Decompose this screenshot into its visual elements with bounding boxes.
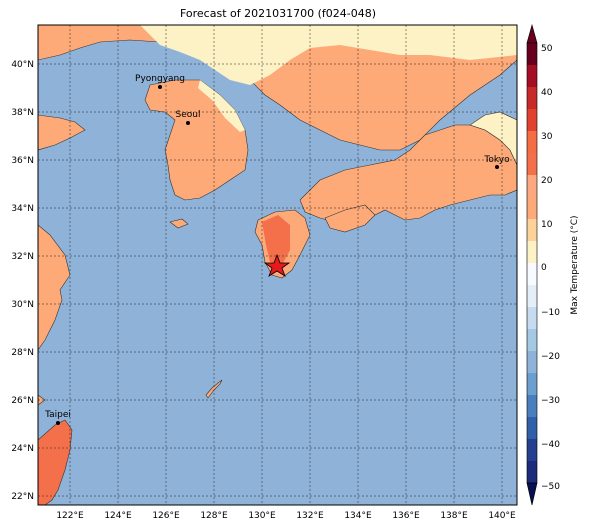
colorbar-border bbox=[526, 42, 538, 484]
lon-tick-labels: 122°E 124°E 126°E 128°E 130°E 132°E 134°… bbox=[56, 511, 516, 521]
colorbar-tick: −10 bbox=[541, 308, 560, 318]
map-area[interactable]: Pyongyang Seoul Tokyo Taipei bbox=[38, 25, 517, 505]
colorbar-tick: 50 bbox=[541, 44, 553, 54]
colorbar-bin bbox=[527, 417, 537, 439]
lat-tick: 22°N bbox=[11, 492, 34, 502]
lat-tick: 34°N bbox=[11, 204, 34, 214]
colorbar-bin bbox=[527, 87, 537, 109]
lon-tick: 138°E bbox=[440, 511, 468, 521]
colorbar-tick: −30 bbox=[541, 396, 560, 406]
city-label-pyongyang: Pyongyang bbox=[135, 74, 185, 84]
lat-tick-labels: 40°N 38°N 36°N 34°N 32°N 30°N 28°N 26°N … bbox=[11, 60, 34, 502]
lat-tick: 32°N bbox=[11, 252, 34, 262]
city-dot-taipei bbox=[56, 421, 60, 425]
colorbar-bin bbox=[527, 131, 537, 153]
colorbar-bin bbox=[527, 395, 537, 417]
gridlines bbox=[38, 25, 517, 505]
colorbar-bin bbox=[527, 351, 537, 373]
colorbar-bin bbox=[527, 65, 537, 87]
colorbar-tick: 10 bbox=[541, 220, 553, 230]
lat-tick: 30°N bbox=[11, 300, 34, 310]
lat-tick: 24°N bbox=[11, 444, 34, 454]
lat-tick: 38°N bbox=[11, 108, 34, 118]
city-label-tokyo: Tokyo bbox=[483, 155, 510, 165]
colorbar-tick: −20 bbox=[541, 352, 560, 362]
colorbar-bin bbox=[527, 285, 537, 307]
city-dot-tokyo bbox=[495, 165, 499, 169]
colorbar-tick: 30 bbox=[541, 132, 553, 142]
land-mainland-north bbox=[38, 25, 517, 151]
colorbar-bin bbox=[527, 153, 537, 175]
land-jeju bbox=[169, 218, 189, 229]
city-label-taipei: Taipei bbox=[44, 410, 71, 420]
colorbar-bin bbox=[527, 175, 537, 197]
colorbar-extend-bottom bbox=[526, 482, 538, 506]
land-shandong bbox=[38, 114, 86, 151]
lon-tick: 124°E bbox=[104, 511, 132, 521]
land-china-south bbox=[38, 394, 46, 406]
colorbar-bin bbox=[527, 307, 537, 329]
land-taiwan bbox=[38, 419, 73, 505]
lon-tick: 130°E bbox=[248, 511, 276, 521]
colorbar-ticks: 50 40 30 20 10 0 −10 −20 −30 −40 −50 bbox=[541, 44, 560, 492]
colorbar-tick: 0 bbox=[541, 263, 547, 273]
land-honshu-north-cool bbox=[469, 111, 517, 166]
lon-tick: 134°E bbox=[344, 511, 372, 521]
colorbar-bin bbox=[527, 241, 537, 263]
land-shikoku bbox=[324, 204, 376, 233]
colorbar-tick: 20 bbox=[541, 176, 553, 186]
colorbar-tick: 40 bbox=[541, 88, 553, 98]
colorbar-bin bbox=[527, 109, 537, 131]
colorbar-bin bbox=[527, 373, 537, 395]
lat-tick: 26°N bbox=[11, 396, 34, 406]
lat-tick: 28°N bbox=[11, 348, 34, 358]
colorbar-label: Max Temperature (°C) bbox=[570, 215, 580, 314]
colorbar-bin bbox=[527, 439, 537, 461]
lat-tick: 40°N bbox=[11, 60, 34, 70]
city-dot-seoul bbox=[186, 121, 190, 125]
colorbar-bin bbox=[527, 197, 537, 219]
land-korea-east-cool bbox=[198, 80, 245, 132]
map-title: Forecast of 2021031700 (f024-048) bbox=[179, 7, 377, 20]
lon-tick: 132°E bbox=[296, 511, 324, 521]
star-marker-icon bbox=[263, 253, 291, 277]
colorbar-bin bbox=[527, 219, 537, 241]
lon-tick: 140°E bbox=[488, 511, 516, 521]
colorbar: 50 40 30 20 10 0 −10 −20 −30 −40 −50 Max… bbox=[526, 23, 580, 506]
colorbar-tick: −50 bbox=[541, 482, 560, 492]
colorbar-bin bbox=[527, 329, 537, 351]
colorbar-bin bbox=[527, 43, 537, 65]
map-border bbox=[37, 24, 518, 506]
colorbar-bin bbox=[527, 461, 537, 483]
lon-tick: 126°E bbox=[152, 511, 180, 521]
land-kyushu-hot bbox=[262, 215, 290, 265]
city-dot-pyongyang bbox=[158, 85, 162, 89]
lon-tick: 136°E bbox=[392, 511, 420, 521]
lat-tick: 36°N bbox=[11, 156, 34, 166]
land-cool-north bbox=[140, 25, 517, 85]
lon-tick: 122°E bbox=[56, 511, 84, 521]
colorbar-extend-top bbox=[526, 23, 538, 44]
lon-tick: 128°E bbox=[200, 511, 228, 521]
city-label-seoul: Seoul bbox=[176, 110, 201, 120]
colorbar-tick: −40 bbox=[541, 440, 560, 450]
colorbar-bin bbox=[527, 263, 537, 285]
